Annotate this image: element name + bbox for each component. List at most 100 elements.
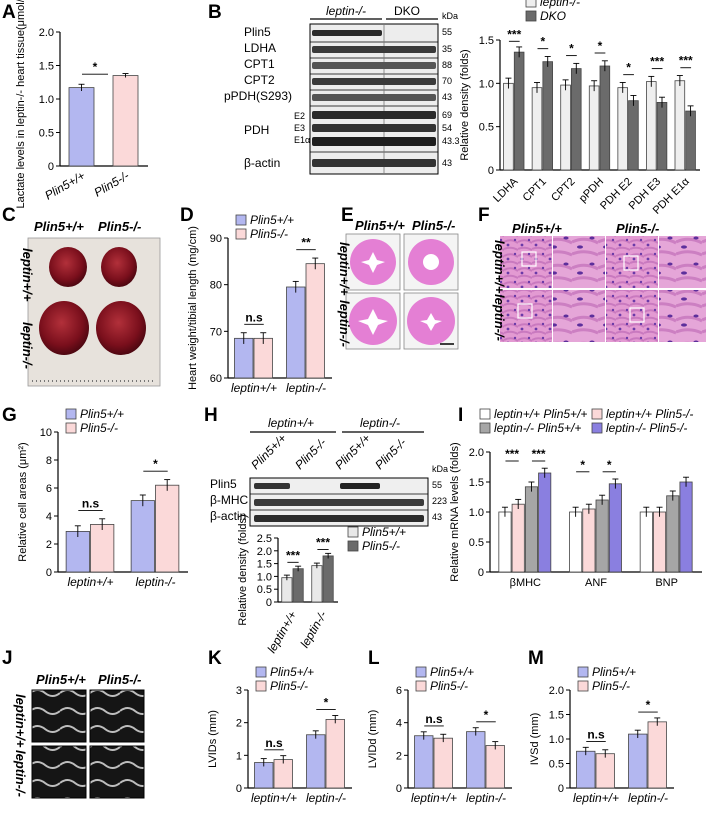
legend-label: Plin5-/- bbox=[270, 679, 308, 693]
sig-label: * bbox=[607, 458, 612, 472]
bar bbox=[305, 263, 325, 379]
photo-c-col-wt: Plin5+/+ bbox=[34, 219, 84, 234]
y-tick-label: 1 bbox=[236, 750, 242, 762]
sig-label: * bbox=[153, 457, 158, 471]
x-tick-label: leptin-/- bbox=[466, 791, 506, 805]
y-tick-label: 8 bbox=[46, 455, 52, 467]
blot-b-kda-cpt1: 88 bbox=[442, 60, 452, 70]
x-tick-label: ANF bbox=[585, 577, 607, 589]
chart-i: 0 0.5 1.0 1.5 2.0 Relative mRNA levels (folds… bbox=[449, 407, 702, 589]
legend-label: Plin5-/- bbox=[250, 227, 288, 241]
bar bbox=[503, 82, 514, 171]
legend-label: Plin5-/- bbox=[362, 539, 400, 553]
blot-h-group-leptin-ko: leptin-/- bbox=[360, 416, 400, 430]
chart-k: 0 1 2 3 LVIDs (mm) leptin+/+ leptin-/- n.s * Plin… bbox=[207, 665, 352, 805]
blot-h-lane-ko-1: Plin5-/- bbox=[292, 435, 329, 472]
x-tick-label: Plin5-/- bbox=[92, 168, 132, 199]
y-tick-label: 80 bbox=[210, 280, 222, 292]
panel-label-c: C bbox=[2, 205, 16, 226]
panel-label-b: B bbox=[208, 2, 222, 23]
photo-c-row-leptin-wt: leptin+/+ bbox=[20, 248, 35, 302]
blot-b-kda-plin5: 55 bbox=[442, 27, 452, 37]
legend-swatch bbox=[65, 408, 77, 420]
blot-h-group-leptin-wt: leptin+/+ bbox=[268, 416, 314, 430]
micro-f-row-leptin-wt: leptin+/+ bbox=[492, 240, 507, 294]
bar bbox=[628, 100, 639, 171]
bar bbox=[653, 511, 667, 573]
panel-label-f: F bbox=[478, 205, 490, 226]
panel-label-j: J bbox=[2, 648, 13, 669]
western-blot-b: leptin-/- DKO kDa Plin5 LDHA CPT1 CPT2 p… bbox=[224, 4, 460, 175]
bar bbox=[306, 734, 326, 789]
legend-swatch bbox=[525, 0, 537, 8]
sig-label: * bbox=[598, 39, 603, 53]
y-tick-label: 0 bbox=[396, 783, 402, 795]
bar bbox=[582, 508, 596, 573]
y-tick-label: 0.5 bbox=[469, 537, 484, 549]
y-tick-label: 0 bbox=[48, 161, 54, 173]
y-axis-label: Heart weight/tibial length (mg/cm) bbox=[187, 226, 199, 390]
bar bbox=[595, 499, 609, 573]
micro-f-col-wt: Plin5+/+ bbox=[512, 221, 562, 236]
bar bbox=[513, 51, 525, 171]
legend-label: leptin-/- Plin5+/+ bbox=[494, 421, 581, 435]
x-tick-label: leptin-/- bbox=[628, 791, 668, 805]
sig-label: *** bbox=[650, 55, 664, 69]
x-tick-label: leptin+/+ bbox=[264, 609, 299, 656]
micro-f-col-ko: Plin5-/- bbox=[616, 221, 659, 236]
y-tick-label: 1.0 bbox=[549, 734, 564, 746]
bar bbox=[281, 577, 293, 603]
bar bbox=[65, 531, 90, 573]
histology-f: Plin5+/+ Plin5-/- leptin+/+ leptin-/- bbox=[492, 221, 706, 342]
legend-label: Plin5-/- bbox=[430, 679, 468, 693]
x-tick-label: BNP bbox=[655, 577, 678, 589]
bar bbox=[628, 733, 648, 789]
y-tick-label: 60 bbox=[210, 373, 222, 385]
panel-label-a: A bbox=[2, 2, 16, 23]
legend-swatch bbox=[577, 680, 589, 692]
x-tick-label: LDHA bbox=[491, 175, 521, 205]
sig-label: n.s bbox=[245, 310, 263, 324]
x-tick-label: leptin-/- bbox=[135, 575, 175, 589]
legend-label: leptin-/- bbox=[540, 0, 580, 9]
sig-label: ** bbox=[301, 236, 311, 250]
panel-label-l: L bbox=[368, 648, 380, 669]
bar bbox=[531, 87, 543, 171]
blot-b-label-pdh: PDH bbox=[244, 123, 269, 137]
bar bbox=[646, 81, 657, 171]
y-axis-label: Relative density (folds) bbox=[237, 514, 249, 625]
bar bbox=[68, 87, 95, 167]
blot-h-lane-wt-1: Plin5+/+ bbox=[248, 431, 289, 472]
bar bbox=[639, 511, 653, 573]
micro-f-row-leptin-ko: leptin-/- bbox=[492, 294, 507, 341]
chart-a: 0 0.5 1.0 1.5 2.0 Lactate levels in leptin-/-… bbox=[15, 0, 148, 209]
y-tick-label: 2.0 bbox=[39, 27, 54, 39]
legend-label: leptin+/+ Plin5+/+ bbox=[494, 407, 587, 421]
blot-b-label-ppdh: pPDH(S293) bbox=[224, 89, 292, 103]
blot-b-label-plin5: Plin5 bbox=[244, 25, 271, 39]
blot-b-label-cpt1: CPT1 bbox=[244, 57, 275, 71]
sig-label: * bbox=[646, 698, 651, 712]
sig-label: * bbox=[541, 35, 546, 49]
bar bbox=[569, 511, 583, 573]
legend-label: Plin5+/+ bbox=[270, 665, 314, 679]
y-tick-label: 2 bbox=[236, 718, 242, 730]
y-tick-label: 1.5 bbox=[257, 559, 272, 571]
bar bbox=[538, 472, 552, 573]
bar bbox=[595, 753, 615, 789]
bar bbox=[466, 731, 486, 789]
blot-b-kda-e1a: 43.3 bbox=[442, 136, 460, 146]
blot-b-label-e2: E2 bbox=[294, 111, 305, 121]
blot-b-kda-e2: 69 bbox=[442, 110, 452, 120]
chart-h: 00.51.01.52.02.5 Relative density (folds)… bbox=[237, 514, 406, 655]
y-axis-label: LVIDd (mm) bbox=[367, 710, 379, 768]
y-tick-label: 1.0 bbox=[39, 94, 54, 106]
y-tick-label: 2 bbox=[396, 750, 402, 762]
blot-b-kda-ppdh: 43 bbox=[442, 92, 452, 102]
x-tick-label: leptin-/- bbox=[306, 791, 346, 805]
sig-label: *** bbox=[507, 27, 521, 41]
bar bbox=[656, 102, 668, 171]
x-tick-label: CPT2 bbox=[549, 176, 577, 204]
legend-swatch bbox=[235, 228, 247, 240]
bar bbox=[542, 61, 553, 171]
